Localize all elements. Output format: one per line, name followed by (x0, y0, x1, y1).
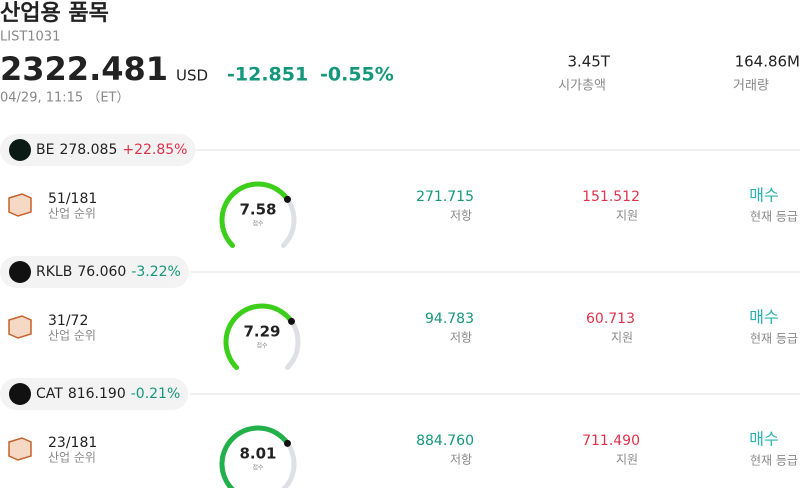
gauge-dot (283, 195, 291, 203)
gauge-fill (223, 303, 294, 370)
stat-label: 시가총액 (558, 79, 606, 94)
price: 2322.481 (0, 50, 168, 88)
resistance: 271.715 (416, 189, 474, 205)
stat-value: 3.45T (567, 53, 610, 71)
score-label: 점수 (252, 465, 264, 472)
rating: 매수 (749, 308, 778, 327)
rating-label: 현재 등급 (750, 454, 798, 468)
ticker-change[interactable]: -0.21% (131, 386, 181, 402)
rating-label: 현재 등급 (750, 332, 798, 346)
ticker-pill[interactable] (0, 134, 196, 166)
support-label: 지원 (611, 331, 633, 345)
stat-label: 거래량 (733, 79, 769, 94)
rating: 매수 (749, 430, 778, 449)
support-label: 지원 (616, 453, 638, 467)
rank: 51/181 (48, 191, 97, 207)
rank-label: 산업 순위 (48, 207, 96, 221)
resistance: 94.783 (425, 311, 474, 327)
rank: 23/181 (48, 435, 97, 451)
resistance-label: 저항 (450, 209, 472, 223)
title: 산업용 품목 (0, 1, 109, 26)
rank: 31/72 (48, 313, 88, 329)
ticker[interactable]: RKLB (36, 264, 72, 280)
resistance-label: 저항 (450, 453, 472, 467)
time: 04/29, 11:15 （ET） (0, 91, 129, 106)
rank-label: 산업 순위 (48, 329, 96, 343)
logo (9, 261, 31, 283)
code: LIST1031 (0, 30, 60, 45)
score: 7.29 (243, 323, 280, 341)
score-label: 점수 (256, 343, 268, 350)
score: 7.58 (239, 201, 276, 219)
resistance: 884.760 (416, 433, 474, 449)
change: -12.851 (227, 64, 308, 86)
support-label: 지원 (616, 209, 638, 223)
gauge-dot (283, 439, 291, 447)
ticker[interactable]: BE (36, 142, 54, 158)
currency: USD (176, 67, 208, 85)
ticker-change[interactable]: +22.85% (122, 142, 187, 158)
rank-icon (8, 437, 32, 461)
rating-label: 현재 등급 (750, 210, 798, 224)
ticker-change[interactable]: -3.22% (131, 264, 181, 280)
support: 151.512 (582, 189, 640, 205)
rating: 매수 (749, 186, 778, 205)
rank-icon (8, 193, 32, 217)
gauge-fill (219, 425, 290, 488)
ticker-pill[interactable] (0, 256, 189, 288)
support: 711.490 (582, 433, 640, 449)
ticker-price[interactable]: 278.085 (59, 142, 117, 158)
rank-icon (8, 315, 32, 339)
gauge-fill (219, 181, 290, 248)
support: 60.713 (586, 311, 635, 327)
ticker[interactable]: CAT (36, 386, 63, 402)
score-label: 점수 (252, 221, 264, 228)
rank-label: 산업 순위 (48, 451, 96, 465)
ticker-pill[interactable] (0, 378, 189, 410)
ticker-price[interactable]: 76.060 (77, 264, 126, 280)
ticker-price[interactable]: 816.190 (68, 386, 126, 402)
score: 8.01 (239, 445, 276, 463)
logo (9, 139, 31, 161)
resistance-label: 저항 (450, 331, 472, 345)
gauge-dot (287, 317, 295, 325)
logo (9, 383, 31, 405)
stat-value: 164.86M (735, 53, 800, 71)
change-pct: -0.55% (320, 64, 394, 86)
